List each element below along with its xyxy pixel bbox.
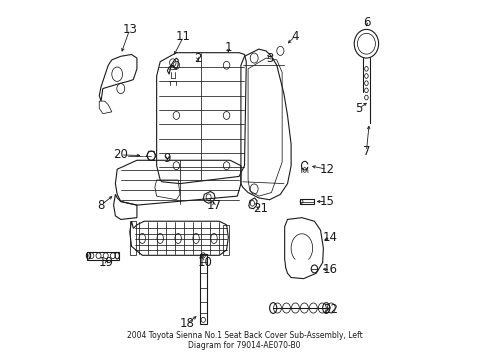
Text: 20: 20 bbox=[113, 148, 128, 161]
Text: 2: 2 bbox=[194, 51, 201, 64]
Bar bbox=[86, 252, 119, 260]
Text: 3: 3 bbox=[265, 51, 273, 64]
Bar bbox=[300, 199, 313, 204]
Text: 19: 19 bbox=[99, 256, 114, 269]
Text: 11: 11 bbox=[176, 30, 191, 43]
Text: 17: 17 bbox=[206, 199, 221, 212]
Text: 15: 15 bbox=[319, 195, 334, 208]
Text: 18: 18 bbox=[179, 317, 194, 330]
Text: 16: 16 bbox=[323, 263, 337, 276]
Bar bbox=[199, 254, 206, 324]
Text: 22: 22 bbox=[323, 303, 337, 316]
Bar bbox=[223, 225, 229, 255]
Text: 2004 Toyota Sienna No.1 Seat Back Cover Sub-Assembly, Left
Diagram for 79014-AE0: 2004 Toyota Sienna No.1 Seat Back Cover … bbox=[126, 331, 362, 350]
Text: 8: 8 bbox=[97, 199, 104, 212]
Text: 7: 7 bbox=[362, 145, 369, 158]
Text: 13: 13 bbox=[122, 23, 137, 36]
Text: 21: 21 bbox=[253, 202, 267, 215]
Text: 10: 10 bbox=[197, 256, 212, 269]
Text: 9: 9 bbox=[163, 152, 171, 165]
Bar bbox=[129, 221, 136, 255]
Text: 6: 6 bbox=[362, 16, 369, 29]
Text: 12: 12 bbox=[319, 163, 334, 176]
Text: 14: 14 bbox=[323, 231, 337, 244]
Text: 4: 4 bbox=[290, 30, 298, 43]
Text: 1: 1 bbox=[224, 41, 232, 54]
Text: 5: 5 bbox=[355, 102, 362, 115]
